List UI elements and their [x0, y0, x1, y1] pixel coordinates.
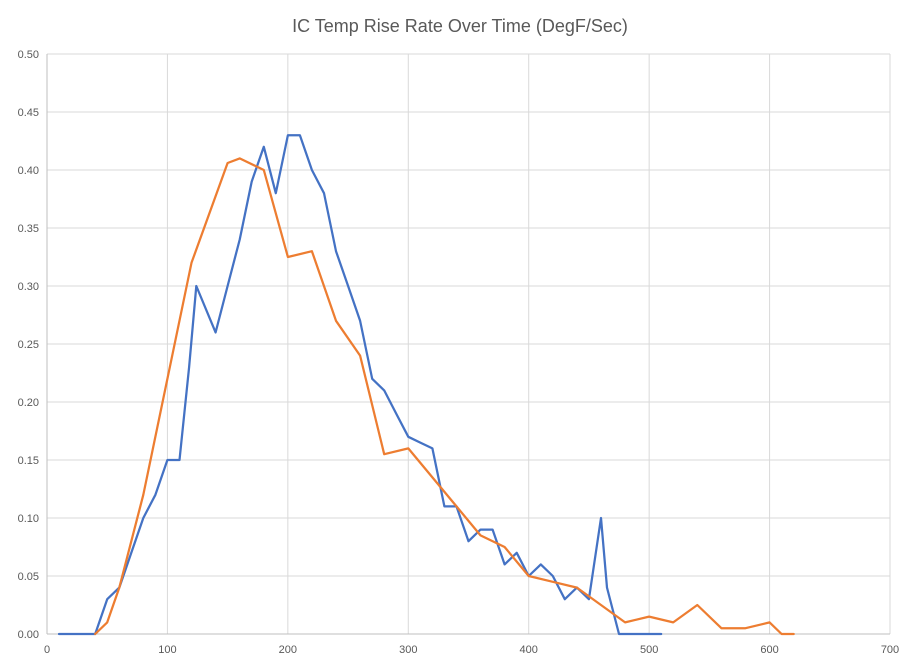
y-tick-label: 0.20	[18, 397, 39, 409]
y-tick-label: 0.45	[18, 107, 39, 119]
x-tick-label: 0	[44, 644, 50, 656]
x-tick-label: 400	[520, 644, 538, 656]
y-tick-label: 0.10	[18, 513, 39, 525]
tick-labels: 0.00 0.05 0.10 0.15 0.20 0.25 0.30 0.35 0.40 0.45…	[18, 49, 900, 656]
y-tick-label: 0.40	[18, 165, 39, 177]
series-line-1	[57, 134, 663, 636]
y-tick-label: 0.15	[18, 455, 39, 467]
y-tick-label: 0.30	[18, 281, 39, 293]
chart-title: IC Temp Rise Rate Over Time (DegF/Sec)	[292, 16, 628, 36]
y-tick-label: 0.00	[18, 629, 39, 641]
y-tick-label: 0.05	[18, 571, 39, 583]
x-tick-label: 200	[279, 644, 297, 656]
x-tick-label: 700	[881, 644, 899, 656]
x-tick-label: 600	[760, 644, 778, 656]
series-lines	[57, 134, 795, 636]
x-tick-label: 100	[158, 644, 176, 656]
x-tick-label: 500	[640, 644, 658, 656]
y-tick-label: 0.35	[18, 223, 39, 235]
x-tick-label: 300	[399, 644, 417, 656]
series-line-2	[94, 157, 795, 636]
axes	[46, 54, 890, 635]
y-tick-label: 0.25	[18, 339, 39, 351]
y-tick-label: 0.50	[18, 49, 39, 61]
gridlines	[47, 53, 891, 634]
